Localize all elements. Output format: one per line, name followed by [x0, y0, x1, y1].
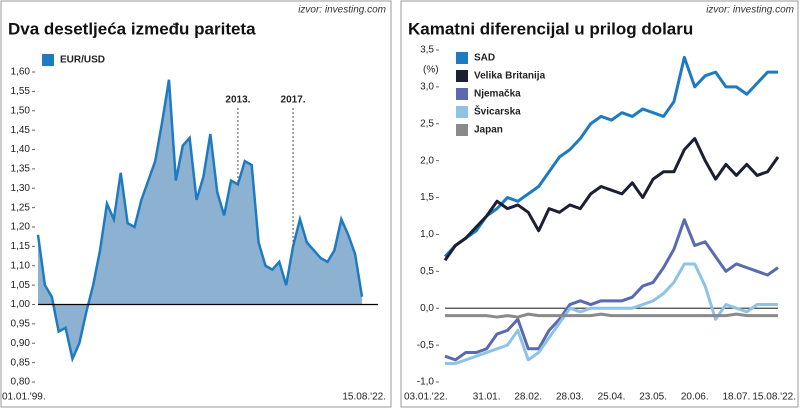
y-tick-label: 0,85: [11, 357, 31, 368]
annotation: 2013.: [225, 95, 250, 106]
chart-title: Kamatni diferencijal u prilog dolaru: [408, 19, 693, 38]
x-tick-label: 28.03.: [556, 392, 584, 403]
line: [445, 262, 778, 366]
y-tick-label: 1,55: [11, 86, 31, 97]
x-tick-label: 31.01.: [473, 392, 501, 403]
y-tick-label: 3,0: [420, 82, 434, 93]
area: [38, 79, 362, 359]
legend-swatch: [456, 106, 468, 118]
y-tick-label: -1,0: [417, 377, 435, 388]
line: [444, 218, 779, 362]
y-tick-label: 3,5: [420, 45, 434, 56]
y-tick-label: 1,5: [420, 192, 434, 203]
y-tick-label: -0,5: [417, 340, 435, 351]
line: [443, 137, 780, 262]
y-tick-label: 0,90: [11, 338, 31, 349]
legend-label: EUR/USD: [60, 55, 105, 66]
y-tick-label: 2,0: [420, 155, 434, 166]
legend-swatch: [456, 124, 468, 136]
source: izvor: investing.com: [298, 5, 386, 16]
x-tick-label: 15.08.'22.: [342, 392, 386, 403]
y-tick-label: 1,60: [11, 67, 31, 78]
legend-swatch: [456, 52, 468, 64]
panel-right: [400, 0, 799, 408]
x-tick-label: 25.04.: [598, 392, 626, 403]
x-tick-label: 20.06.: [681, 392, 709, 403]
x-tick-label: 15.08.'22.: [752, 392, 796, 403]
y-tick-label: 0,95: [11, 319, 31, 330]
y-tick-label: 1,25: [11, 202, 31, 213]
x-tick-label: 01.01.'99.: [2, 392, 46, 403]
legend-label: SAD: [474, 53, 495, 64]
y-tick-label: 1,35: [11, 164, 31, 175]
legend-label: Njemačka: [474, 89, 521, 100]
y-tick-label: 1,45: [11, 125, 31, 136]
legend-label: Velika Britanija: [474, 71, 546, 82]
legend-swatch: [456, 88, 468, 100]
line: [36, 79, 364, 363]
x-tick-label: 23.05.: [639, 392, 667, 403]
x-tick-label: 03.01.'22.: [404, 392, 448, 403]
y-tick-label: 1,30: [11, 183, 31, 194]
y-tick-label: 1,50: [11, 105, 31, 116]
chart-title: Dva desetljeća između pariteta: [8, 19, 256, 38]
y-tick-label: 1,10: [11, 260, 31, 271]
source: izvor: investing.com: [706, 5, 794, 16]
annotation: 2017.: [281, 95, 306, 106]
y-tick-label: 1,00: [11, 299, 31, 310]
x-tick-label: 28.02.: [514, 392, 542, 403]
legend-label: Švicarska: [474, 105, 521, 118]
y-axis-label: (%): [423, 65, 439, 76]
y-tick-label: 2,5: [420, 118, 434, 129]
y-tick-label: 0,5: [420, 266, 434, 277]
legend-swatch: [42, 54, 54, 66]
y-tick-label: 1,20: [11, 222, 31, 233]
line: [445, 312, 778, 319]
y-tick-label: 1,15: [11, 241, 31, 252]
legend-swatch: [456, 70, 468, 82]
y-tick-label: 1,0: [420, 229, 434, 240]
y-tick-label: 1,05: [11, 280, 31, 291]
legend-label: Japan: [474, 125, 503, 136]
x-tick-label: 18.07.: [722, 392, 750, 403]
y-tick-label: 0,80: [11, 377, 31, 388]
y-tick-label: 1,40: [11, 144, 31, 155]
y-tick-label: 0,0: [420, 303, 434, 314]
